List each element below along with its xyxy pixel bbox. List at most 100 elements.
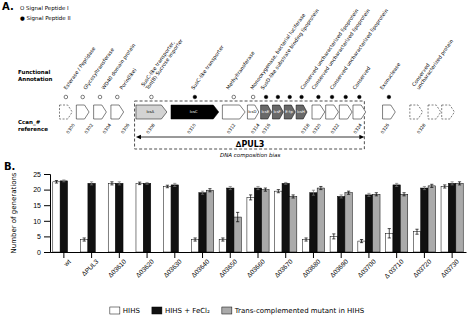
error-cap [83,241,86,242]
error-bar [312,190,315,195]
x-tick: Δ03700 [356,252,377,279]
x-tick-mark [258,252,259,258]
function-annotation: WD40 domain protein [100,42,137,91]
text-line: SusC-like transporter, [140,39,177,88]
bar [164,186,171,252]
bar [302,240,309,252]
error-bar [423,186,426,189]
function-annotation: Monooxygenase, bacterial luciferase [249,12,307,91]
legend-item: HIHS + FeCl₂ [152,307,210,315]
error-cap [443,188,446,189]
x-tick: Δ03660 [245,252,266,279]
x-tick-mark [174,252,175,258]
gene-label: IcsE [262,109,270,114]
signal-peptide-marker [288,95,292,99]
text-line: Monooxygenase, bacterial luciferase [249,12,307,91]
error-bar [173,183,176,186]
error-stem [167,185,168,187]
signal-peptide-marker [64,95,68,99]
error-stem [56,181,57,183]
error-cap [264,191,267,192]
gene-arrow [410,105,423,119]
function-annotation: SusC-like transporter [190,43,226,91]
ccan-label: 0308 [145,122,156,134]
error-bar [304,238,307,241]
legend-label: HIHS + FeCl₂ [165,307,210,315]
ccan-label: 0306 [120,122,131,134]
ccan-label: 0320 [311,122,322,134]
error-cap [388,228,391,229]
error-cap [166,187,169,188]
y-tick-label: 0 [37,249,41,256]
y-tick: 15 [33,202,50,209]
error-cap [55,180,58,181]
error-bar [145,182,148,184]
error-cap [415,234,418,235]
error-stem [389,229,390,238]
error-cap [256,186,259,187]
gene-label: IcsC [190,109,198,114]
x-tick: Δ03650 [217,252,238,279]
error-cap [145,184,148,185]
bar [262,190,269,252]
error-stem [404,193,405,196]
error-bar [347,191,350,194]
ccan-label: 0326 [380,122,391,134]
error-stem [195,238,196,241]
text-line: Conserved uncharacterized lipoprotein [299,8,360,92]
gene-arrow [284,105,295,119]
bar [88,183,95,252]
error-cap [458,181,461,182]
error-cap [256,189,259,190]
error-bar [340,195,343,198]
error-cap [138,182,141,183]
bar [317,188,324,252]
gene-arrow [339,105,352,119]
error-cap [277,192,280,193]
text-line: Porin(like) [118,67,137,91]
error-bar [83,238,86,241]
ccan-label: 0324 [352,122,363,134]
key-text: ● Signal Peptide II [20,15,71,22]
bar [358,241,365,252]
error-bar [208,189,211,192]
ccan-label: 0310 [186,122,197,134]
error-stem [202,191,203,194]
error-cap [332,238,335,239]
error-bar [451,182,454,185]
bar [310,193,317,252]
error-cap [395,186,398,187]
x-tick-mark [396,252,397,258]
x-tick: ΔPUL3 [80,252,100,277]
error-bar [458,182,461,185]
error-cap [423,189,426,190]
function-annotation: Exonuclease [378,61,401,90]
x-tick: Δ03680 [301,252,322,279]
bar [60,181,67,252]
error-cap [208,188,211,189]
text-line: Functional [18,69,50,75]
signal-peptide-marker [150,95,154,99]
error-cap [173,186,176,187]
error-bar [277,190,280,193]
error-cap [430,184,433,185]
bar [199,193,206,252]
error-cap [110,184,113,185]
y-tick: 10 [33,218,50,225]
ccan-label: 0316 [261,122,272,134]
error-stem [313,190,314,195]
gene-label: IcsF [273,109,280,114]
bar [136,183,143,252]
bar [116,183,123,252]
x-tick-label: Δ03730 [439,258,460,279]
error-cap [312,195,315,196]
error-bar [319,186,322,189]
y-tick-label: 25 [33,171,41,178]
error-cap [194,237,197,238]
signal-peptide-marker [115,95,119,99]
error-bar [194,238,197,241]
text-line: uncharacterized protein [415,38,455,91]
gene-arrow [261,105,272,119]
error-cap [221,241,224,242]
text-line: WD40 domain protein [100,42,137,91]
